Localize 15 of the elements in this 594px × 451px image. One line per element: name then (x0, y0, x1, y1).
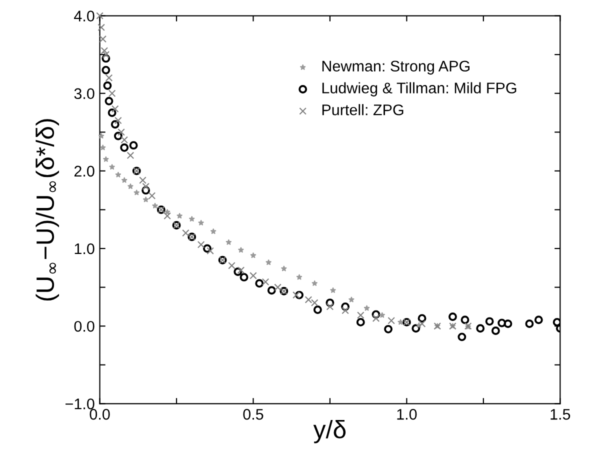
x-tick-label: 1.5 (550, 409, 570, 420)
y-tick-label: 3.0 (74, 88, 94, 100)
y-axis-title: (U$_{∞}$−U)/U$_{∞}$(δ*/δ) (36, 119, 60, 301)
legend-label: Ludwieg & Tillman: Mild FPG (322, 82, 516, 96)
y-tick-label: 0.0 (74, 320, 94, 332)
y-tick-label: 2.0 (74, 166, 94, 177)
x-tick-label: 0.0 (90, 408, 110, 420)
y-tick-label: 1.0 (74, 243, 94, 254)
legend-label: Purtell: ZPG (322, 104, 404, 116)
x-axis-title: y/δ (313, 420, 346, 444)
legend-label: Newman: Strong APG (322, 60, 470, 75)
x-tick-label: 0.5 (243, 408, 264, 420)
y-tick-label: 4.0 (74, 10, 94, 22)
x-tick-label: 1.0 (397, 408, 417, 420)
y-tick-label: −1.0 (66, 398, 94, 410)
